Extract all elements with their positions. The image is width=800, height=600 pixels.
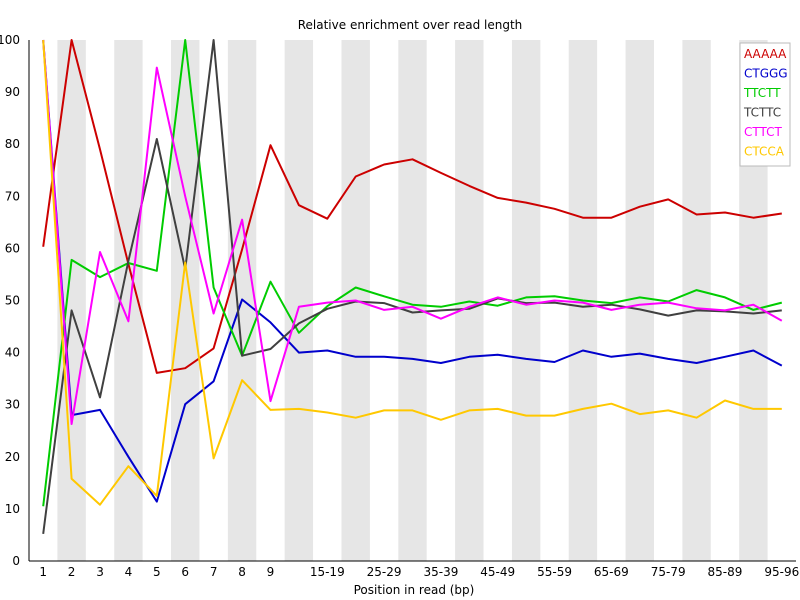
background-band <box>682 40 711 561</box>
series-line-ctcca <box>42 39 782 506</box>
x-tick-label: 7 <box>210 565 218 579</box>
x-tick-label: 3 <box>96 565 104 579</box>
legend-entry-tcttc: TCTTC <box>743 106 781 120</box>
background-band <box>284 40 314 561</box>
chart-title: Relative enrichment over read length <box>298 18 523 32</box>
x-tick-label: 1 <box>39 565 47 579</box>
legend-entry-ctggg: CTGGG <box>744 67 788 81</box>
x-tick-label: 65-69 <box>594 565 629 579</box>
x-tick-label: 4 <box>125 565 133 579</box>
background-band <box>455 40 484 561</box>
x-tick-label: 2 <box>68 565 76 579</box>
x-tick-label: 9 <box>267 565 275 579</box>
x-tick-label: 85-89 <box>708 565 743 579</box>
legend-entry-ctcca: CTCCA <box>744 145 785 159</box>
x-tick-label: 25-29 <box>367 565 402 579</box>
y-tick-label: 40 <box>5 346 20 360</box>
legend: AAAAA CTGGG TTCTT TCTTC CTTCT CTCCA <box>739 42 791 167</box>
axes <box>28 40 796 562</box>
y-tick-label: 0 <box>12 554 20 568</box>
x-tick-label: 35-39 <box>423 565 458 579</box>
y-tick-label: 20 <box>5 450 20 464</box>
x-tick-label: 6 <box>181 565 189 579</box>
y-tick-label: 80 <box>5 137 20 151</box>
y-tick-label: 60 <box>5 241 20 255</box>
series-line-ctggg <box>42 39 783 503</box>
y-tick-label: 90 <box>5 85 20 99</box>
x-tick-label: 55-59 <box>537 565 572 579</box>
background-band <box>398 40 427 561</box>
legend-box <box>739 42 791 167</box>
y-tick-label: 100 <box>0 33 20 47</box>
y-axis-ticks: 0 10 20 30 40 50 60 70 80 90 100 <box>0 33 20 568</box>
background-band <box>625 40 654 561</box>
y-tick-label: 50 <box>5 294 20 308</box>
x-axis-ticks: 1 2 3 4 5 6 7 8 9 15-19 25-29 35-39 45-49 55-59 65-69 7… <box>39 565 799 579</box>
series-line-ttctt <box>42 39 783 507</box>
y-tick-label: 30 <box>5 398 20 412</box>
x-tick-label: 8 <box>238 565 246 579</box>
series-lines <box>42 39 783 535</box>
y-tick-label: 10 <box>5 502 20 516</box>
series-line-cttct <box>42 39 783 425</box>
x-tick-label: 15-19 <box>310 565 345 579</box>
x-tick-label: 95-96 <box>764 565 799 579</box>
x-axis-label: Position in read (bp) <box>354 583 475 597</box>
y-tick-label: 70 <box>5 189 20 203</box>
legend-entry-cttct: CTTCT <box>744 125 783 139</box>
series-line-aaaaa <box>42 39 782 374</box>
legend-entry-aaaaa: AAAAA <box>744 47 787 61</box>
legend-entry-ttctt: TTCTT <box>743 86 781 100</box>
x-tick-label: 75-79 <box>651 565 686 579</box>
x-tick-label: 45-49 <box>480 565 515 579</box>
series-line-tcttc <box>42 39 782 535</box>
x-tick-label: 5 <box>153 565 161 579</box>
